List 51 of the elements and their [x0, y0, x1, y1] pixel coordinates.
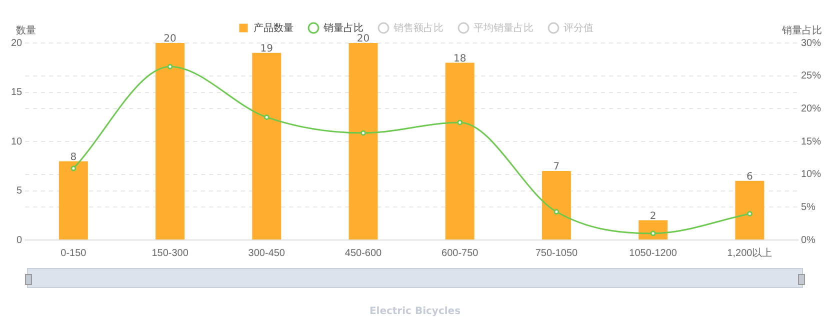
y2-tick-label: 15%	[800, 136, 822, 148]
data-label: 20	[164, 34, 176, 45]
y2-axis-title: 销量占比	[781, 24, 822, 37]
x-tick-label: 0-150	[60, 248, 87, 259]
y2-tick-label: 30%	[800, 38, 822, 49]
y-tick-label: 15	[11, 87, 23, 98]
point	[457, 120, 463, 126]
bar	[445, 62, 474, 240]
bar	[542, 171, 571, 240]
point	[650, 230, 656, 236]
y2-tick-label: 10%	[800, 169, 822, 180]
point	[746, 210, 752, 216]
y-axis-title: 数量	[16, 26, 36, 37]
x-tick-label: 1,200以上	[727, 246, 772, 259]
data-label: 2	[650, 210, 656, 222]
legend-label: 销售额占比	[392, 22, 444, 34]
bar	[735, 180, 764, 240]
point	[167, 64, 173, 70]
bar	[348, 43, 378, 240]
point	[70, 166, 76, 172]
x-tick-label: 750-1050	[535, 248, 578, 259]
data-label: 18	[453, 53, 466, 64]
legend-label: 销量占比	[322, 22, 364, 34]
data-label: 20	[356, 34, 370, 45]
x-tick-label: 450-600	[344, 248, 382, 259]
legend-label: 评分值	[564, 22, 594, 34]
y2-tick-label: 25%	[800, 70, 822, 82]
y-tick-label: 10	[11, 136, 23, 148]
point	[554, 209, 560, 215]
text: Electric Bicycles	[368, 306, 462, 317]
legend-label: 产品数量	[254, 22, 294, 34]
y-tick-label: 0	[16, 234, 23, 246]
point	[360, 130, 366, 136]
data-label: 8	[70, 152, 77, 163]
y2-tick-label: 20%	[800, 103, 822, 114]
data-label: 19	[260, 43, 274, 54]
x-tick-label: 600-750	[442, 248, 479, 259]
x-tick-label: 300-450	[248, 248, 286, 259]
bar	[58, 161, 88, 240]
x-tick-label: 1050-1200	[629, 248, 678, 259]
data-label: 6	[746, 171, 753, 182]
y2-tick-label: 5%	[800, 202, 816, 213]
legend-label: 平均销量占比	[474, 22, 534, 34]
point	[264, 114, 270, 120]
data-label: 7	[553, 162, 560, 173]
y-tick-label: 5	[16, 186, 23, 196]
bar	[156, 43, 185, 240]
y-tick-label: 20	[11, 38, 23, 49]
bar	[252, 52, 282, 240]
x-tick-label: 150-300	[152, 248, 189, 259]
y2-tick-label: 0%	[800, 234, 816, 246]
